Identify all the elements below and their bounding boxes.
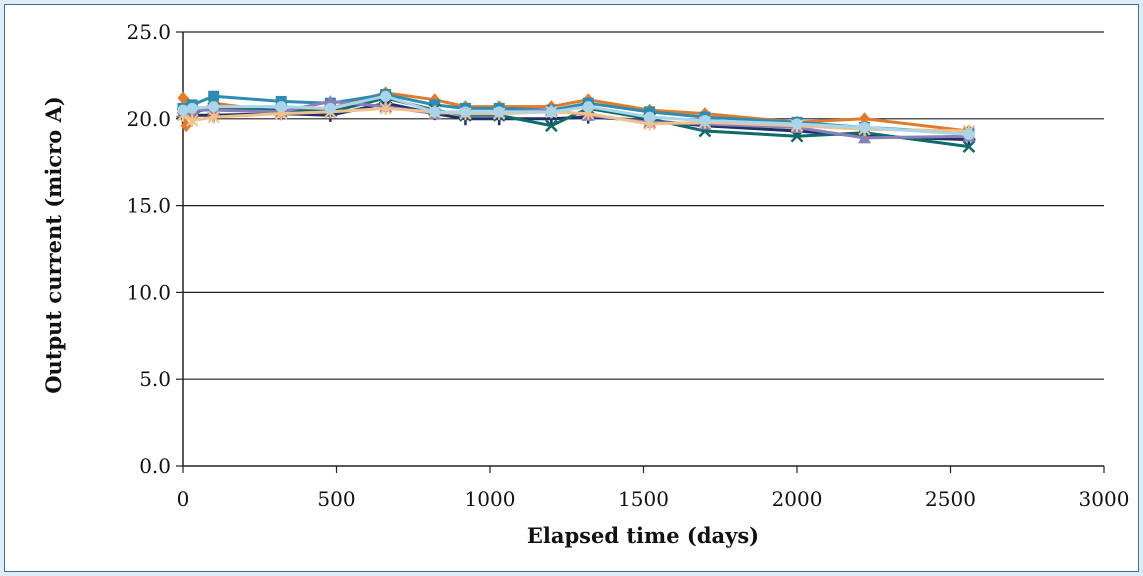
data-point-circle bbox=[583, 101, 594, 112]
y-tick-label: 0.0 bbox=[139, 454, 171, 478]
tick-labels: 0.0 5.0 10.0 15.0 20.0 25.0 0 500 1000 1500 2000 25… bbox=[126, 20, 1129, 511]
y-tick-label: 5.0 bbox=[139, 367, 171, 391]
x-axis-title: Elapsed time (days) bbox=[527, 523, 759, 548]
data-point-circle bbox=[429, 106, 440, 117]
x-tick-label: 500 bbox=[317, 487, 355, 511]
data-point-circle bbox=[859, 122, 870, 133]
y-tick-label: 20.0 bbox=[126, 107, 171, 131]
data-point-square bbox=[208, 91, 219, 102]
grid-lines bbox=[183, 32, 1104, 379]
data-point-circle bbox=[644, 112, 655, 123]
y-tick-label: 10.0 bbox=[126, 280, 171, 304]
axes bbox=[176, 32, 1104, 473]
data-point-circle bbox=[963, 129, 974, 140]
x-tick-label: 3000 bbox=[1079, 487, 1130, 511]
y-tick-label: 25.0 bbox=[126, 20, 171, 44]
data-point-circle bbox=[546, 106, 557, 117]
y-axis-title: Output current (micro A) bbox=[41, 96, 66, 394]
data-point-circle bbox=[325, 103, 336, 114]
x-tick-label: 1500 bbox=[618, 487, 669, 511]
data-point-circle bbox=[460, 106, 471, 117]
x-tick-label: 2000 bbox=[772, 487, 823, 511]
x-tick-label: 0 bbox=[177, 487, 190, 511]
data-point-circle bbox=[792, 119, 803, 130]
data-point-circle bbox=[187, 103, 198, 114]
data-point-circle bbox=[380, 91, 391, 102]
data-point-circle bbox=[178, 105, 189, 116]
data-point-circle bbox=[208, 101, 219, 112]
data-point-circle bbox=[494, 106, 505, 117]
data-point-circle bbox=[276, 101, 287, 112]
y-tick-label: 15.0 bbox=[126, 194, 171, 218]
x-tick-label: 2500 bbox=[925, 487, 976, 511]
x-tick-label: 1000 bbox=[465, 487, 516, 511]
data-point-circle bbox=[699, 115, 710, 126]
